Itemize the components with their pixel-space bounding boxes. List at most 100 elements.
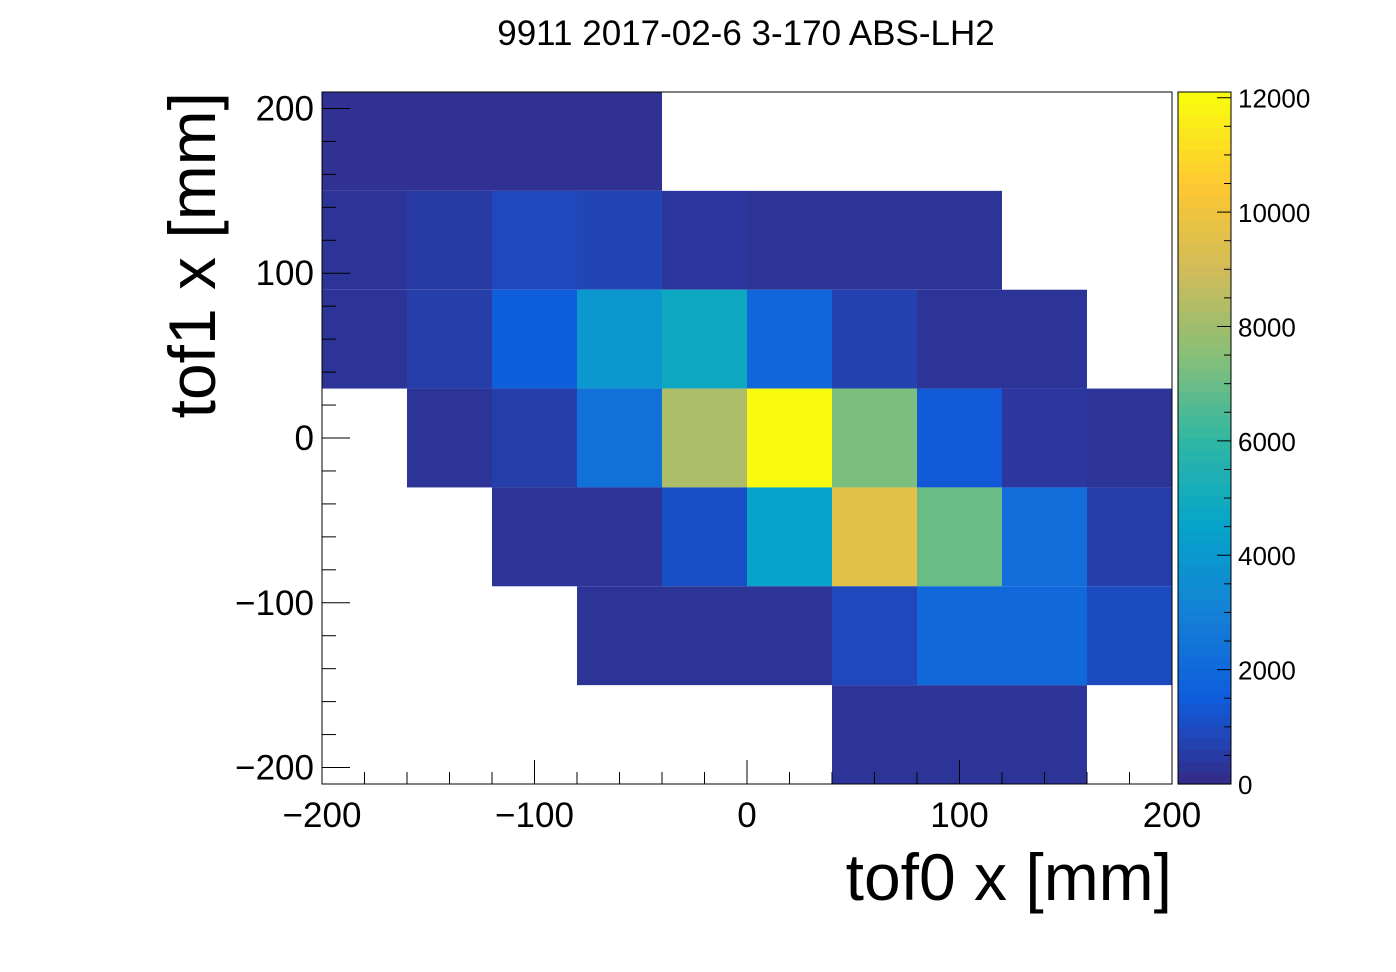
colorbar-segment <box>1178 749 1231 762</box>
x-axis-label: tof0 x [mm] <box>846 840 1172 914</box>
colorbar-segment <box>1178 138 1231 151</box>
heatmap-cell <box>917 586 1002 686</box>
colorbar-segment <box>1178 265 1231 278</box>
y-tick-label: −200 <box>235 749 314 788</box>
x-tick-label: −200 <box>283 796 362 835</box>
colorbar-segment <box>1178 149 1231 162</box>
y-tick-label: 100 <box>256 254 314 293</box>
colorbar-segment <box>1178 426 1231 439</box>
heatmap-cell <box>917 487 1002 587</box>
colorbar-segment <box>1178 668 1231 681</box>
z-tick-label: 0 <box>1238 770 1252 800</box>
z-tick-label: 8000 <box>1238 312 1296 342</box>
z-tick-label: 10000 <box>1238 198 1310 228</box>
heatmap-cell <box>662 388 747 488</box>
heatmap-cell <box>662 487 747 587</box>
colorbar-segment <box>1178 403 1231 416</box>
colorbar-segment <box>1178 438 1231 451</box>
colorbar-segment <box>1178 276 1231 289</box>
colorbar-segment <box>1178 530 1231 543</box>
heatmap-cell <box>577 190 662 290</box>
colorbar-segment <box>1178 680 1231 693</box>
heatmap-cell <box>577 586 662 686</box>
x-tick-label: 100 <box>930 796 988 835</box>
heatmap-cell <box>577 289 662 389</box>
colorbar-segment <box>1178 587 1231 601</box>
colorbar-segment <box>1178 311 1231 324</box>
colorbar-segment <box>1178 484 1231 497</box>
z-tick-label: 4000 <box>1238 541 1296 571</box>
x-tick-label: 0 <box>737 796 756 835</box>
colorbar-segment <box>1178 461 1231 474</box>
heatmap-cell <box>917 190 1002 290</box>
heatmap-cell <box>1087 388 1172 488</box>
heatmap-cell <box>832 388 917 488</box>
heatmap-cell <box>407 289 492 389</box>
color-scale-bar: 0 2000 4000 6000 8000 10000 12000 <box>1177 84 1310 800</box>
colorbar-segment <box>1178 518 1231 531</box>
colorbar-segment <box>1178 599 1231 612</box>
colorbar-segment <box>1178 772 1231 785</box>
colorbar-segment <box>1178 414 1231 428</box>
heatmap-cell <box>322 289 407 389</box>
heatmap-cell <box>747 487 832 587</box>
colorbar-segment <box>1178 115 1231 128</box>
colorbar-segment <box>1178 576 1231 589</box>
colorbar-segment <box>1178 103 1231 116</box>
y-axis-label: tof1 x [mm] <box>155 92 229 418</box>
heatmap-cell <box>832 487 917 587</box>
colorbar-segment <box>1178 161 1231 174</box>
colorbar-segment <box>1178 345 1231 358</box>
colorbar-segment <box>1178 230 1231 243</box>
heatmap-cell <box>407 92 492 191</box>
colorbar-segment <box>1178 322 1231 335</box>
colorbar-segment <box>1178 334 1231 347</box>
colorbar-segment <box>1178 253 1231 266</box>
heatmap-cell <box>492 487 577 587</box>
colorbar-segment <box>1178 703 1231 716</box>
colorbar-segment <box>1178 726 1231 739</box>
heatmap-cell <box>832 190 917 290</box>
colorbar-segment <box>1178 622 1231 635</box>
colorbar-segment <box>1178 691 1231 704</box>
y-axis: −200 −100 0 100 200 <box>235 89 350 788</box>
heatmap-cell <box>1002 289 1087 389</box>
y-tick-label: 0 <box>295 419 314 458</box>
heatmap-cell <box>832 586 917 686</box>
colorbar-segment <box>1178 564 1231 577</box>
y-tick-label: −100 <box>235 584 314 623</box>
heatmap-cell <box>832 685 917 784</box>
colorbar-segment <box>1178 714 1231 727</box>
colorbar-segment <box>1178 507 1231 520</box>
colorbar-segment <box>1178 495 1231 508</box>
colorbar-segment <box>1178 184 1231 197</box>
colorbar-segment <box>1178 172 1231 185</box>
colorbar-segment <box>1178 288 1231 301</box>
heatmap-cell <box>1002 487 1087 587</box>
z-tick-label: 12000 <box>1238 84 1310 114</box>
heatmap-cell <box>492 92 577 191</box>
heatmap-cell <box>747 388 832 488</box>
colorbar-segment <box>1178 126 1231 139</box>
heatmap-cell <box>492 190 577 290</box>
x-tick-label: 200 <box>1143 796 1201 835</box>
colorbar-segment <box>1178 634 1231 647</box>
colorbar-segment <box>1178 368 1231 381</box>
colorbar-segment <box>1178 657 1231 670</box>
heatmap-cell <box>577 487 662 587</box>
heatmap-cell <box>662 586 747 686</box>
heatmap-cell <box>747 586 832 686</box>
heatmap-cell <box>917 289 1002 389</box>
colorbar-segment <box>1178 207 1231 220</box>
heatmap-cell <box>832 289 917 389</box>
heatmap-cell <box>747 190 832 290</box>
chart-title: 9911 2017-02-6 3-170 ABS-LH2 <box>497 14 995 53</box>
colorbar-segment <box>1178 472 1231 485</box>
heatmap-cell <box>662 190 747 290</box>
heatmap-cell <box>1002 685 1087 784</box>
heatmap-cell <box>577 92 662 191</box>
colorbar-segment <box>1178 241 1231 255</box>
heatmap-cell <box>1002 586 1087 686</box>
y-tick-label: 200 <box>256 89 314 128</box>
